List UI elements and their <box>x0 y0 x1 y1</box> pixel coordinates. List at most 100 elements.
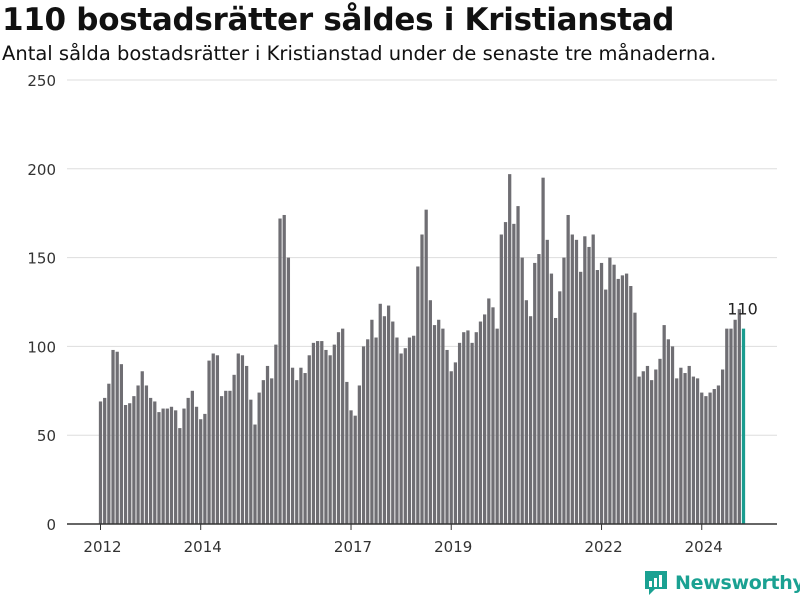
bar <box>103 397 107 524</box>
bar <box>537 254 541 525</box>
bar <box>416 266 420 524</box>
bar <box>236 353 240 524</box>
bar <box>620 275 625 524</box>
bar <box>512 223 516 525</box>
bar <box>136 385 140 524</box>
bar <box>320 341 324 524</box>
bar <box>261 380 265 524</box>
brand-name: Newsworthy <box>675 572 800 594</box>
bar <box>249 399 253 524</box>
bar <box>675 378 679 524</box>
x-tick-label: 2014 <box>184 538 222 556</box>
bar <box>228 390 232 524</box>
bar <box>123 405 128 524</box>
bar <box>491 307 495 524</box>
x-tick-label: 2024 <box>685 538 723 556</box>
bar <box>286 257 291 524</box>
bar <box>645 365 650 524</box>
bar <box>608 257 612 524</box>
bar <box>695 378 700 524</box>
bar <box>253 424 257 524</box>
bar <box>403 348 407 524</box>
bar <box>466 330 470 524</box>
bar-latest <box>741 328 746 524</box>
bar <box>487 298 491 524</box>
bar <box>633 312 637 524</box>
bar <box>153 401 157 524</box>
bar <box>545 239 549 524</box>
bar <box>161 408 165 524</box>
bar <box>341 328 345 524</box>
bar <box>270 378 274 524</box>
bar <box>203 413 207 524</box>
bar <box>637 376 641 524</box>
bar <box>207 360 211 524</box>
bar <box>111 349 115 524</box>
bar <box>662 325 666 524</box>
bar <box>245 365 249 524</box>
newsworthy-brand: Newsworthy <box>643 570 800 596</box>
bar <box>453 362 458 524</box>
x-tick-label: 2017 <box>334 538 372 556</box>
bar <box>420 234 424 524</box>
bar <box>483 314 487 524</box>
bar <box>566 214 570 525</box>
bar <box>595 270 599 524</box>
x-tick-label: 2022 <box>584 538 622 556</box>
bar <box>353 415 357 524</box>
bar <box>553 317 558 524</box>
bar <box>666 339 670 524</box>
bar <box>716 385 721 524</box>
bar <box>107 383 111 524</box>
bar <box>729 328 733 524</box>
bar <box>604 289 608 524</box>
bar <box>462 332 466 524</box>
bar <box>303 373 307 524</box>
y-tick-label: 0 <box>46 516 56 534</box>
bar <box>616 278 620 524</box>
bar <box>725 328 729 524</box>
bar <box>211 353 215 524</box>
bar <box>165 408 169 524</box>
bar <box>295 380 299 524</box>
bar <box>533 262 537 524</box>
bar <box>499 234 503 524</box>
bar <box>449 371 453 524</box>
bar <box>386 305 391 524</box>
bar <box>691 376 696 524</box>
bar <box>332 344 336 524</box>
bar <box>357 385 361 524</box>
bar <box>579 271 583 524</box>
bar <box>549 273 554 524</box>
bar <box>315 341 320 524</box>
bar <box>119 364 124 524</box>
chart-title: 110 bostadsrätter såldes i Kristianstad <box>2 2 675 38</box>
y-tick-label: 150 <box>27 250 56 268</box>
bar <box>679 367 683 524</box>
bar <box>115 351 119 524</box>
bar <box>190 390 194 524</box>
bar <box>144 385 149 524</box>
bar <box>186 397 190 524</box>
bar <box>428 300 432 524</box>
bar <box>700 392 704 524</box>
y-tick-label: 250 <box>27 72 56 90</box>
bar <box>528 316 533 524</box>
bar <box>629 286 633 524</box>
bar <box>219 396 224 524</box>
y-tick-label: 100 <box>27 338 56 356</box>
bar <box>336 332 341 524</box>
bar <box>265 365 270 524</box>
bar <box>374 337 378 524</box>
bar <box>366 339 370 524</box>
bar <box>132 396 136 524</box>
bar <box>174 410 178 524</box>
bar <box>599 262 604 524</box>
bar <box>437 319 441 524</box>
bar <box>432 325 437 524</box>
bar <box>624 273 629 524</box>
x-tick-label: 2012 <box>83 538 121 556</box>
y-tick-label: 50 <box>37 427 56 445</box>
bar <box>215 355 220 524</box>
